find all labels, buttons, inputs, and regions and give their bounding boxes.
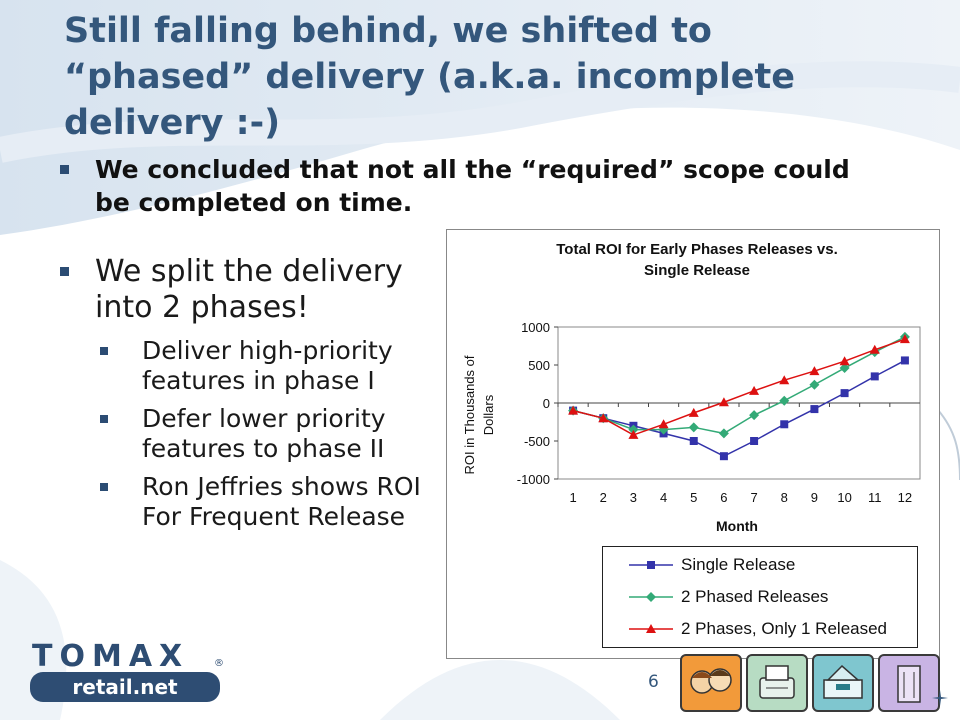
series-point: [779, 395, 790, 406]
x-tick-label: 8: [781, 490, 788, 505]
x-tick-label: 4: [660, 490, 667, 505]
series-point: [688, 422, 699, 433]
series-point: [870, 372, 879, 381]
x-tick-label: 5: [690, 490, 697, 505]
building-icon: [878, 654, 940, 712]
roi-chart-plot: Total ROI for Early Phases Releases vs. …: [462, 241, 921, 534]
x-tick-label: 1: [569, 490, 576, 505]
x-tick-label: 3: [630, 490, 637, 505]
bullet-square-icon: [100, 483, 108, 491]
series-point: [628, 424, 639, 435]
y-axis-label-line: Dollars: [481, 394, 496, 435]
legend-item: Single Release: [619, 551, 909, 581]
legend-item: 2 Phased Releases: [619, 583, 909, 613]
series-point: [810, 405, 819, 414]
series-point: [900, 356, 909, 365]
x-tick-label: 10: [837, 490, 851, 505]
fax-machine-icon: [746, 654, 808, 712]
legend-label: 2 Phased Releases: [681, 587, 829, 606]
series-point: [809, 379, 820, 390]
sparkle-icon: [932, 690, 948, 706]
series-point: [840, 389, 849, 398]
series-point: [780, 420, 789, 429]
sub-bullet-list: Deliver high-priority features in phase …: [60, 336, 440, 532]
series-point: [779, 375, 790, 385]
series-point: [809, 366, 820, 376]
tomax-logo: TOMAX ® retail.net: [30, 639, 224, 702]
series-point: [899, 334, 910, 344]
logo-bottom-text: retail.net: [72, 675, 178, 699]
logo-top-text: TOMAX: [32, 639, 189, 674]
series-point: [718, 397, 729, 407]
bullet-square-icon: [60, 267, 69, 276]
page-number: 6: [648, 672, 659, 692]
series-point: [658, 419, 669, 429]
x-tick-label: 12: [898, 490, 912, 505]
series-point: [688, 407, 699, 417]
sub-bullet-text: Defer lower priority features to phase I…: [142, 404, 386, 463]
subtitle-bullet: We concluded that not all the “required”…: [60, 153, 850, 219]
y-tick-label: 1000: [521, 320, 550, 335]
logo-registered-mark: ®: [214, 658, 224, 669]
bullet-square-icon: [100, 415, 108, 423]
y-tick-label: 500: [528, 358, 550, 373]
legend-triangle-marker-icon: [629, 624, 673, 633]
slide-title: Still falling behind, we shifted to “pha…: [64, 11, 796, 143]
y-tick-label: -1000: [517, 472, 550, 487]
series-line: [572, 359, 906, 458]
bullet-list: We split the delivery into 2 phases! Del…: [60, 254, 440, 532]
y-tick-label: 0: [543, 396, 550, 411]
y-axis-label-line: ROI in Thousands of: [462, 355, 477, 474]
subtitle-text: We concluded that not all the “required”…: [95, 155, 850, 217]
x-tick-label: 7: [750, 490, 757, 505]
series-line: [572, 338, 906, 436]
legend-diamond-marker-icon: [629, 592, 673, 602]
bullet-main-text: We split the delivery into 2 phases!: [95, 254, 403, 325]
bullet-square-icon: [60, 165, 69, 174]
bullet-main: We split the delivery into 2 phases!: [60, 254, 440, 326]
people-icon: [680, 654, 742, 712]
series-point: [718, 428, 729, 439]
series-point: [689, 437, 698, 445]
sub-bullet-item: Deliver high-priority features in phase …: [100, 336, 440, 396]
x-axis-label: Month: [716, 518, 758, 534]
legend-item: 2 Phases, Only 1 Released: [619, 615, 909, 645]
sub-bullet-text: Deliver high-priority features in phase …: [142, 336, 393, 395]
series-point: [568, 405, 579, 415]
sub-bullet-text: Ron Jeffries shows ROI For Frequent Rele…: [142, 472, 421, 531]
chart-title-line: Total ROI for Early Phases Releases vs.: [556, 241, 838, 258]
series-point: [839, 363, 850, 374]
series-point: [719, 452, 728, 461]
x-tick-label: 2: [600, 490, 607, 505]
series-line: [572, 336, 906, 435]
legend-square-marker-icon: [629, 561, 673, 569]
cash-register-icon: [812, 654, 874, 712]
series-point: [598, 413, 609, 423]
series-point: [749, 410, 760, 421]
series-point: [750, 437, 759, 445]
series-point: [749, 385, 760, 395]
x-tick-label: 9: [811, 490, 818, 505]
series-point: [869, 344, 880, 354]
legend-label: 2 Phases, Only 1 Released: [681, 619, 888, 638]
x-tick-label: 11: [868, 490, 882, 505]
y-tick-label: -500: [524, 434, 550, 449]
bullet-square-icon: [100, 347, 108, 355]
chart-legend: Single Release 2 Phased Releases 2 Phase…: [602, 546, 918, 648]
sub-bullet-item: Defer lower priority features to phase I…: [100, 404, 440, 464]
series-point: [839, 356, 850, 366]
chart-title-line: Single Release: [644, 262, 750, 279]
sub-bullet-item: Ron Jeffries shows ROI For Frequent Rele…: [100, 472, 440, 532]
series-point: [628, 429, 639, 439]
x-tick-label: 6: [720, 490, 727, 505]
legend-label: Single Release: [681, 555, 796, 574]
